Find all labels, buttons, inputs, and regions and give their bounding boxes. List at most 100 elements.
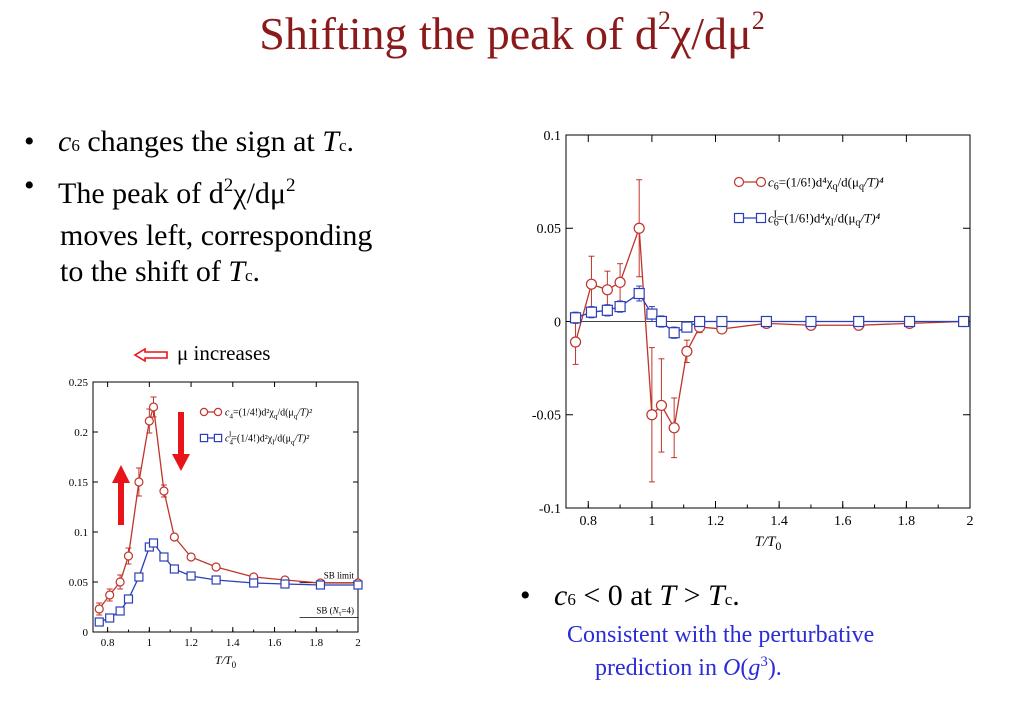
y-tick-label: 0.2	[74, 427, 88, 439]
data-point	[144, 416, 154, 426]
data-point	[633, 287, 645, 300]
legend-marker	[199, 433, 209, 443]
data-point	[159, 486, 169, 496]
legend-marker	[755, 212, 767, 224]
data-point	[94, 604, 104, 614]
bullet-dot: •	[520, 579, 531, 612]
data-point	[94, 617, 104, 627]
up-arrow-icon	[112, 465, 130, 525]
x-tick-label: 0.8	[580, 514, 598, 529]
x-tick-label: 1.6	[834, 514, 852, 529]
series-line-1	[575, 292, 964, 334]
legend-label-1: c6I=(1/6!)d⁴χI/d(μq/T)⁴	[768, 210, 881, 229]
legend-marker	[733, 176, 745, 188]
data-point	[123, 594, 134, 604]
page-title: Shifting the peak of d2χ/dμ2	[259, 6, 765, 59]
y-tick-label: 0.1	[74, 527, 88, 539]
data-point	[159, 552, 169, 562]
data-point	[760, 315, 773, 328]
series-line-0	[574, 228, 964, 430]
y-tick-label: -0.05	[532, 409, 561, 424]
data-point	[614, 276, 626, 288]
x-tick-label: 2	[355, 637, 361, 649]
x-tick-label: 1	[648, 514, 655, 529]
y-tick-label: 0.15	[69, 477, 89, 489]
data-point	[249, 578, 259, 588]
x-tick-label: 1	[147, 637, 153, 649]
data-point	[646, 308, 658, 320]
data-point	[601, 304, 613, 316]
sb-limit-label: SB limit	[324, 571, 355, 581]
down-arrow-icon	[172, 412, 190, 471]
legend-label-1: c4I=(1/4!)d²χI/d(μq/T)²	[225, 431, 310, 447]
sb-nt4-label: SB (Nτ=4)	[316, 606, 354, 618]
perturbative-note-line2: prediction in O(g3).	[595, 654, 782, 681]
data-point	[903, 315, 916, 328]
x-tick-label: 0.8	[101, 637, 115, 649]
data-point	[211, 575, 221, 585]
data-point	[646, 409, 658, 421]
x-tick-label: 1.4	[770, 514, 788, 529]
legend-label-0: c6=(1/6!)d⁴χq/d(μq/T)⁴	[768, 175, 884, 193]
y-tick-label: 0	[83, 627, 89, 639]
data-point	[633, 222, 645, 234]
data-point	[148, 402, 159, 412]
data-point	[601, 284, 613, 296]
bullet-dot: •	[24, 169, 35, 202]
data-point	[853, 315, 865, 328]
x-tick-label: 2	[967, 514, 974, 529]
data-point	[186, 552, 196, 562]
perturbative-note-line1: Consistent with the perturbative	[567, 622, 875, 648]
data-point	[115, 606, 125, 616]
plot-frame	[92, 381, 359, 633]
data-point	[805, 315, 817, 328]
bullet-dot: •	[24, 125, 35, 158]
data-point	[134, 572, 144, 582]
data-point	[668, 422, 680, 434]
data-point	[134, 477, 144, 487]
data-point	[614, 300, 626, 313]
data-point	[958, 315, 970, 328]
data-point	[186, 571, 196, 581]
x-axis-label: T/T0	[755, 534, 782, 553]
data-point	[105, 590, 115, 600]
data-point	[169, 564, 179, 574]
legend-marker	[199, 407, 209, 417]
x-tick-label: 1.4	[226, 637, 240, 649]
legend-marker	[733, 212, 745, 224]
y-tick-label: 0	[554, 315, 561, 330]
data-point	[148, 538, 159, 548]
data-point	[569, 312, 582, 324]
data-point	[169, 532, 179, 542]
mu-increases-label: μ increases	[133, 341, 270, 366]
legend-label-0: c4=(1/4!)d²χq/d(μq/T)²	[225, 408, 313, 421]
c6-chart: 0.8 1 1.2 1.4 1.6 1.8 2 -0.1 -0.05 0 0.05 0.1 T/T0 c6…	[532, 129, 974, 553]
legend-marker	[213, 433, 223, 443]
data-point	[716, 315, 728, 328]
data-point	[353, 580, 363, 590]
x-tick-label: 1.2	[184, 637, 198, 649]
data-point	[681, 345, 693, 357]
data-point	[585, 306, 598, 318]
data-point	[115, 577, 125, 587]
y-tick-label: 0.05	[69, 577, 89, 589]
x-tick-label: 1.6	[268, 637, 282, 649]
y-tick-label: 0.05	[537, 222, 562, 237]
x-axis-label: T/T0	[215, 653, 237, 670]
bullet-peak-moves-line2: moves left, corresponding	[60, 219, 373, 252]
bullet-peak-moves-line3: to the shift of Tc.	[60, 255, 261, 288]
data-point	[655, 399, 668, 412]
left-arrow-icon	[133, 347, 168, 363]
x-tick-label: 1.2	[707, 514, 725, 529]
legend-marker	[213, 407, 223, 417]
y-tick-label: 0.1	[544, 129, 562, 144]
data-point	[681, 321, 693, 333]
data-point	[655, 315, 668, 328]
y-tick-label: -0.1	[539, 502, 561, 517]
data-point	[211, 562, 221, 572]
data-point	[105, 613, 115, 623]
data-point	[123, 551, 134, 561]
data-point	[280, 579, 290, 589]
data-point	[668, 327, 680, 339]
y-tick-label: 0.25	[69, 377, 89, 389]
